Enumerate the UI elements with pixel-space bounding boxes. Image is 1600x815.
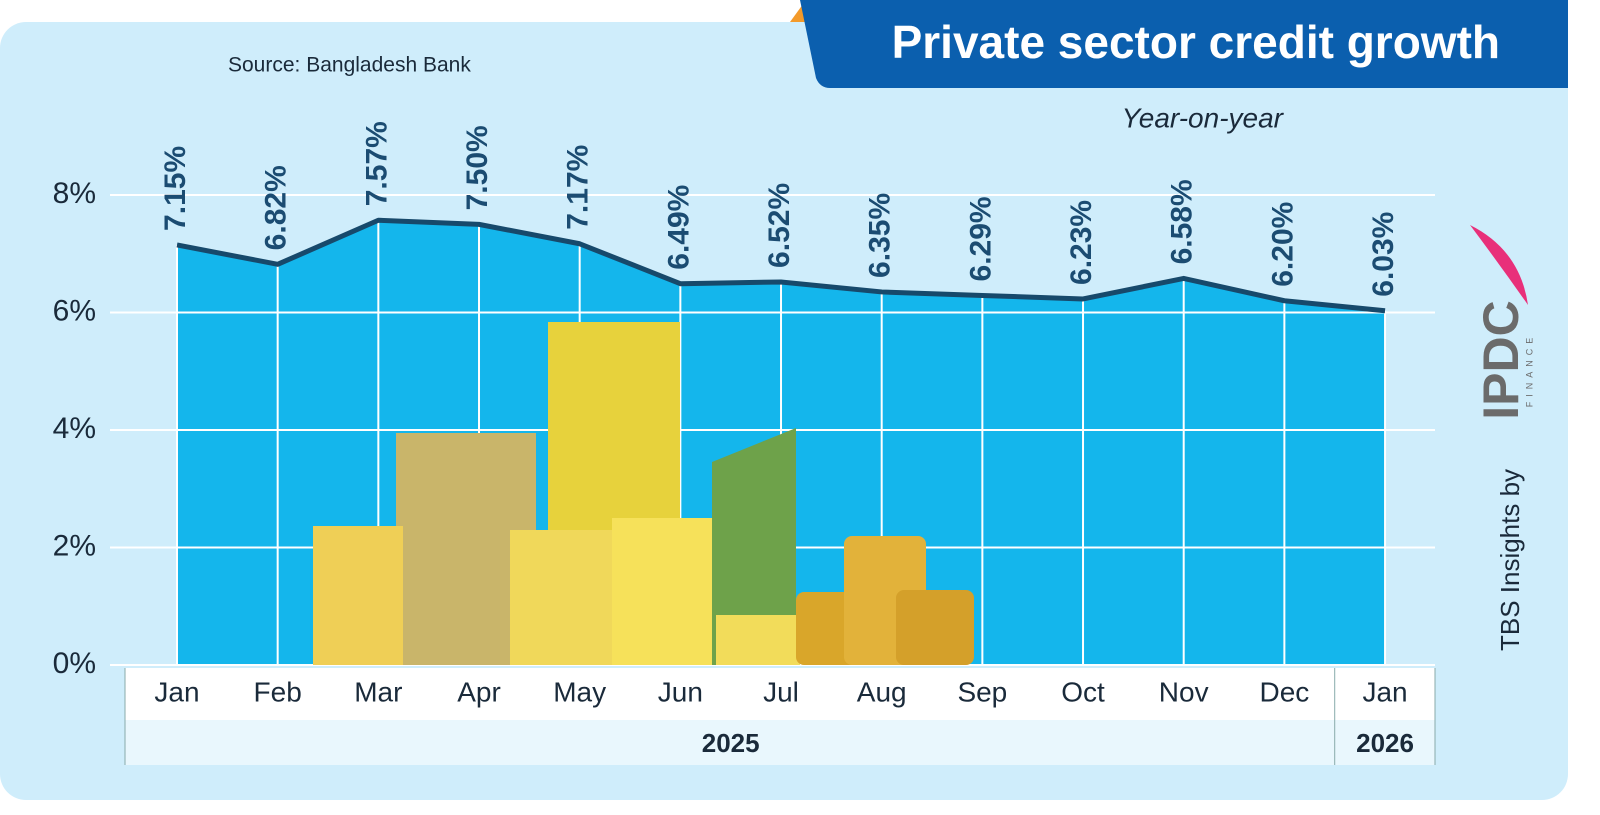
data-label: 7.17% (562, 145, 595, 230)
x-tick-label: Dec (1259, 676, 1309, 707)
logo-name: IPDC (1473, 300, 1529, 419)
y-tick-label: 4% (53, 412, 96, 445)
data-label: 7.57% (360, 121, 393, 206)
data-label: 6.35% (864, 193, 897, 278)
x-tick-label: Nov (1159, 676, 1209, 707)
coins (896, 590, 974, 665)
credit: TBS Insights by (1495, 469, 1525, 651)
title-banner (800, 0, 1568, 88)
y-tick-label: 8% (53, 177, 96, 210)
data-label: 6.29% (964, 196, 997, 281)
logo-tagline: FINANCE (1524, 333, 1534, 408)
x-tick-label: Jan (154, 676, 199, 707)
x-tick-label: Apr (457, 676, 501, 707)
illustration (313, 322, 974, 665)
building (510, 530, 616, 665)
year-band (125, 720, 1435, 765)
y-tick-label: 0% (53, 647, 96, 680)
chart-title: Private sector credit growth (892, 16, 1500, 68)
y-tick-label: 2% (53, 529, 96, 562)
y-tick-label: 6% (53, 294, 96, 327)
data-label: 6.52% (763, 183, 796, 268)
year-label: 2025 (702, 728, 760, 758)
year-label: 2026 (1356, 728, 1414, 758)
data-label: 6.58% (1166, 179, 1199, 264)
data-label: 6.03% (1367, 212, 1400, 297)
building (612, 518, 716, 665)
data-label: 6.82% (260, 165, 293, 250)
building (716, 615, 800, 665)
x-tick-label: Jan (1362, 676, 1407, 707)
x-tick-label: Oct (1061, 676, 1105, 707)
x-tick-label: May (553, 676, 606, 707)
data-label: 7.15% (159, 146, 192, 231)
source: Source: Bangladesh Bank (228, 54, 471, 77)
x-tick-label: Jun (658, 676, 703, 707)
data-label: 6.20% (1266, 202, 1299, 287)
x-tick-label: Feb (254, 676, 302, 707)
building (712, 428, 796, 665)
building (313, 526, 403, 665)
data-label: 7.50% (461, 125, 494, 210)
line (176, 217, 1386, 314)
x-tick-label: Jul (763, 676, 799, 707)
x-tick-label: Aug (857, 676, 907, 707)
x-axis: Jan Feb Mar Apr May Jun Jul Aug Sep Oct Nov Dec Jan 2… (124, 668, 1436, 765)
data-label: 6.23% (1065, 200, 1098, 285)
x-tick-label: Mar (354, 676, 402, 707)
x-label-band (125, 668, 1435, 720)
x-tick-label: Sep (957, 676, 1007, 707)
subtitle: Year-on-year (1122, 102, 1285, 133)
data-label: 6.49% (662, 185, 695, 270)
